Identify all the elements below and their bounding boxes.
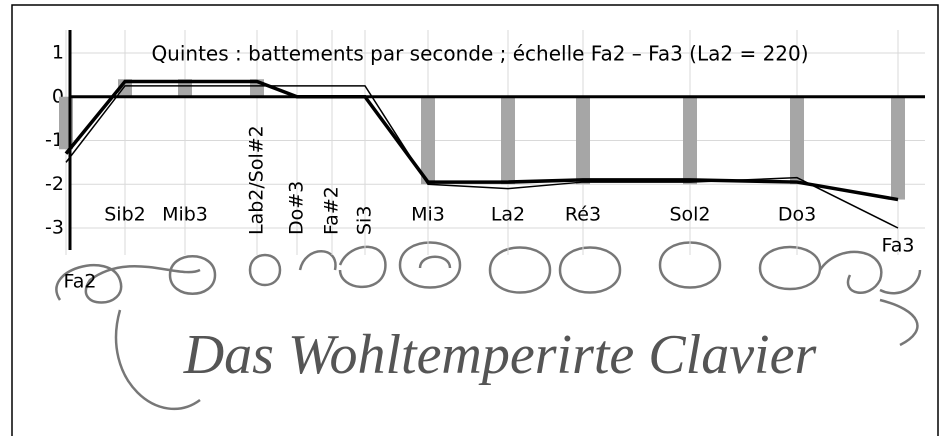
x-tick-label: Mib3 <box>162 204 208 226</box>
bar <box>891 96 905 200</box>
background-text: Das Wohltemperirte Clavier <box>183 324 817 386</box>
calligraphy <box>55 241 922 411</box>
bar <box>790 96 804 185</box>
bar <box>421 96 435 185</box>
x-tick-label: Ré3 <box>565 204 601 226</box>
x-tick-label: Fa#2 <box>321 186 343 235</box>
x-tick-label: Sib2 <box>104 204 146 226</box>
x-tick-label: Fa3 <box>882 235 915 257</box>
y-tick-label: -3 <box>45 217 64 239</box>
x-tick-label: Sol2 <box>669 204 710 226</box>
x-tick-label: Mi3 <box>411 204 445 226</box>
bar <box>576 96 590 185</box>
x-tick-label: Do#3 <box>286 181 308 235</box>
x-tick-label: Fa2 <box>64 271 97 293</box>
y-tick-label: -2 <box>45 173 64 195</box>
y-tick-label: 1 <box>52 42 64 64</box>
series-line <box>64 79 899 202</box>
x-tick-label: Si3 <box>354 206 376 235</box>
bar <box>683 96 697 185</box>
frame <box>11 4 939 436</box>
bar <box>501 96 515 185</box>
chart-title: Quintes : battements par seconde ; échel… <box>151 42 808 66</box>
series-line <box>65 85 899 229</box>
x-tick-label: Do3 <box>778 204 816 226</box>
x-tick-label: Lab2/Sol#2 <box>246 125 268 235</box>
x-tick-label: La2 <box>491 204 525 226</box>
bar <box>178 79 192 97</box>
